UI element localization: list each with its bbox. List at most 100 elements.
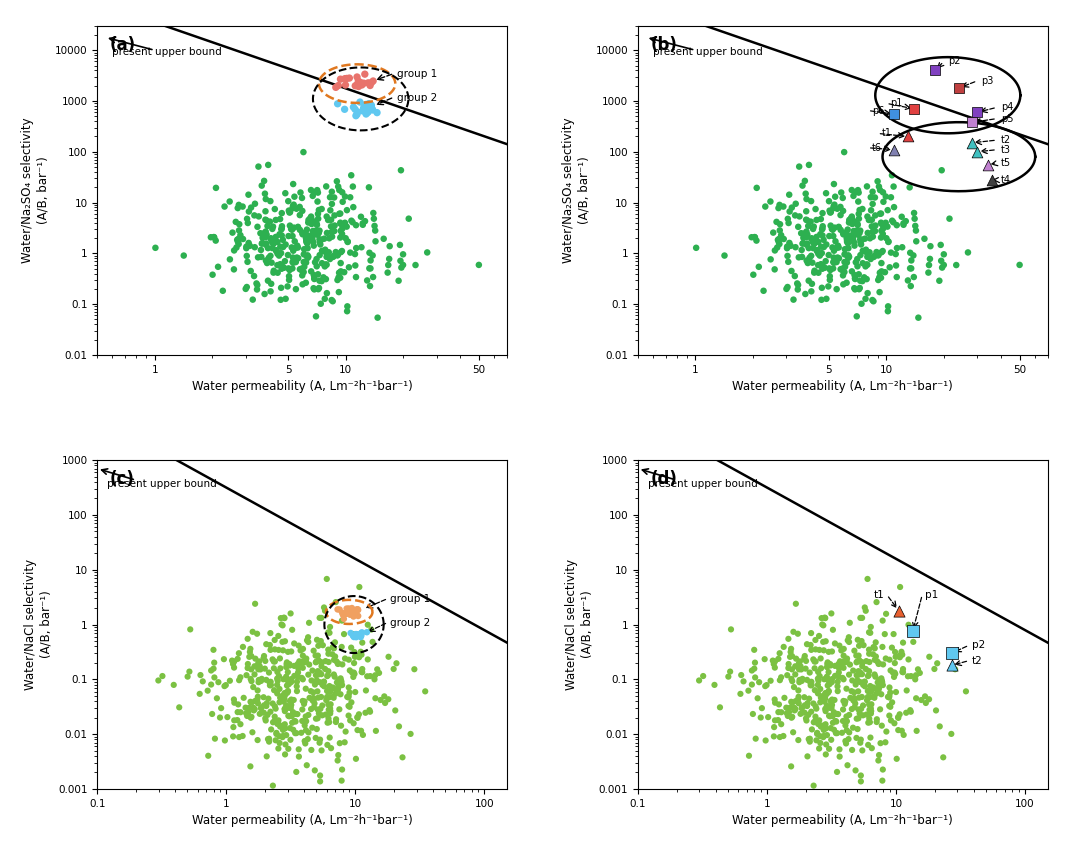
Point (273, 223, 291, 237)
Point (893, 648, 910, 662)
Point (309, 267, 326, 281)
Point (870, 285, 888, 299)
Point (299, 630, 316, 644)
Point (329, 271, 347, 284)
Point (394, 258, 411, 272)
Point (289, 657, 307, 671)
Point (806, 715, 823, 729)
Point (246, 596, 264, 610)
Point (341, 608, 359, 622)
Point (810, 717, 827, 731)
Point (340, 681, 357, 694)
Point (294, 694, 311, 707)
Point (850, 702, 867, 716)
Point (305, 281, 322, 295)
Point (334, 186, 351, 199)
Point (874, 674, 891, 688)
Point (238, 241, 255, 255)
Point (822, 205, 839, 219)
Point (330, 266, 348, 280)
Point (851, 281, 868, 295)
Point (829, 238, 847, 252)
Point (819, 679, 836, 693)
Point (367, 724, 384, 738)
Point (879, 219, 896, 233)
Point (342, 695, 360, 709)
Point (368, 662, 386, 676)
Point (750, 691, 767, 705)
Point (783, 711, 800, 725)
Point (859, 246, 876, 260)
Point (913, 693, 930, 707)
Point (297, 655, 314, 668)
Point (785, 293, 802, 307)
Point (860, 716, 877, 730)
Point (843, 674, 861, 688)
Point (885, 627, 902, 641)
Point (329, 179, 347, 193)
Point (865, 681, 882, 695)
Point (340, 653, 357, 667)
Point (282, 700, 299, 714)
Point (883, 695, 901, 709)
Point (285, 636, 302, 650)
X-axis label: Water permeability (A, Lm⁻²h⁻¹bar⁻¹): Water permeability (A, Lm⁻²h⁻¹bar⁻¹) (191, 814, 413, 827)
Point (894, 662, 912, 676)
Point (300, 708, 318, 722)
Point (786, 668, 804, 681)
Point (834, 726, 851, 740)
Point (796, 174, 813, 188)
Point (207, 234, 225, 248)
Point (257, 238, 274, 251)
Point (470, 258, 487, 272)
Point (771, 218, 788, 231)
Point (307, 225, 324, 238)
Point (303, 663, 321, 677)
Point (355, 101, 373, 114)
Point (969, 105, 986, 119)
Point (365, 212, 382, 225)
Point (362, 253, 379, 267)
Point (285, 659, 302, 673)
Point (812, 720, 829, 733)
Point (859, 250, 876, 264)
Point (348, 627, 365, 641)
Point (746, 230, 764, 244)
Point (887, 667, 904, 681)
Point (363, 101, 380, 115)
Point (309, 664, 326, 678)
Point (816, 694, 834, 708)
Point (297, 231, 314, 245)
Point (361, 246, 378, 260)
Point (319, 669, 336, 683)
Point (272, 611, 289, 625)
Point (329, 681, 347, 695)
Point (853, 611, 870, 625)
Point (291, 742, 308, 756)
Point (232, 670, 249, 684)
Point (748, 181, 766, 195)
Point (873, 674, 890, 688)
Point (770, 235, 787, 249)
Point (349, 603, 366, 616)
Point (778, 282, 795, 296)
Point (261, 705, 279, 719)
Point (864, 185, 881, 199)
Point (855, 271, 873, 284)
Point (294, 277, 311, 291)
Point (320, 213, 337, 227)
Point (805, 779, 822, 792)
Point (340, 260, 357, 274)
Point (283, 672, 300, 686)
Point (829, 684, 847, 698)
Point (171, 701, 188, 714)
Point (815, 672, 833, 686)
Point (394, 247, 411, 261)
Point (275, 690, 293, 704)
Point (321, 731, 338, 745)
Point (253, 179, 270, 192)
Point (258, 673, 275, 687)
Point (287, 727, 305, 740)
Point (826, 221, 843, 235)
Point (848, 731, 865, 745)
